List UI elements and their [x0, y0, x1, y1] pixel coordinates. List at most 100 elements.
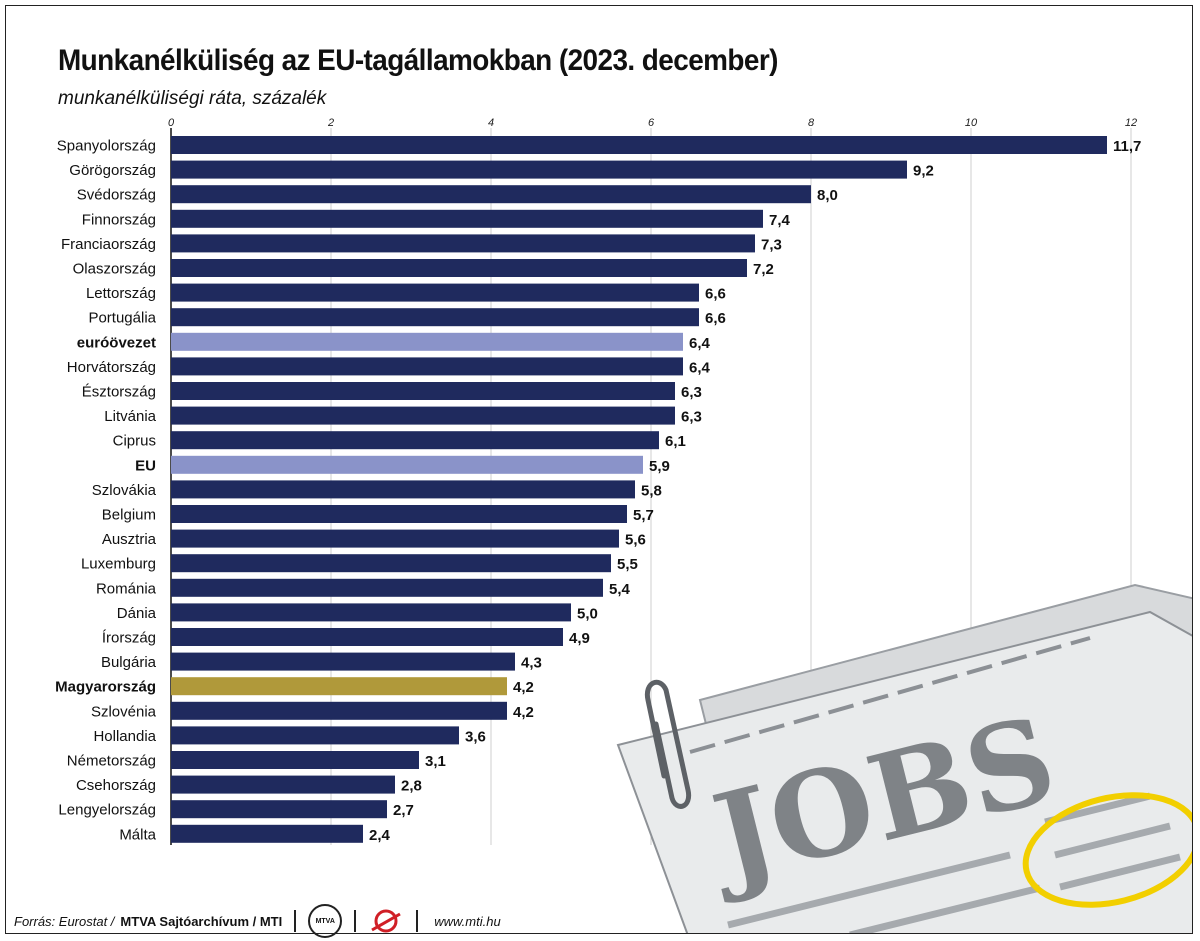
value-label: 9,2: [913, 163, 934, 180]
category-label: Spanyolország: [57, 138, 156, 155]
value-label: 6,1: [665, 433, 686, 450]
category-label: Olaszország: [73, 261, 156, 278]
newspaper-front-sheet: [616, 610, 1192, 933]
value-label: 4,2: [513, 704, 534, 721]
bar: [171, 259, 747, 277]
chart-title: Munkanélküliség az EU-tagállamokban (202…: [58, 44, 778, 77]
value-label: 4,9: [569, 630, 590, 647]
mtva-logo-text: MTVA: [315, 917, 335, 925]
bar: [171, 824, 363, 843]
x-tick-label: 6: [648, 117, 655, 129]
website-link[interactable]: www.mti.hu: [434, 913, 501, 929]
category-label: Görögország: [69, 162, 156, 179]
value-label: 6,3: [681, 384, 702, 401]
mtva-logo-icon: MTVA: [308, 904, 343, 938]
footer-separator: [294, 910, 297, 932]
value-label: 6,6: [705, 286, 726, 303]
bar: [171, 382, 675, 400]
footer-separator: [354, 910, 357, 932]
value-label: 7,2: [753, 261, 774, 278]
x-tick-label: 10: [965, 117, 978, 129]
value-label: 4,2: [513, 679, 534, 696]
category-label: Málta: [119, 826, 156, 843]
value-label: 3,6: [465, 728, 486, 745]
bar: [171, 406, 675, 425]
category-label: Portugália: [88, 310, 156, 327]
category-label: euróövezet: [77, 334, 156, 351]
value-label: 8,0: [817, 187, 838, 204]
x-tick-label: 4: [488, 117, 494, 129]
footer-separator: [416, 910, 419, 932]
bar: [171, 185, 811, 204]
category-label: Hollandia: [93, 728, 156, 745]
category-label: Finnország: [82, 211, 156, 228]
mti-logo-icon: [371, 909, 401, 933]
yellow-circle-mark: [1022, 792, 1192, 908]
bar: [171, 480, 635, 499]
bar: [171, 283, 699, 302]
x-tick-label: 0: [168, 117, 175, 129]
value-label: 5,9: [649, 458, 670, 475]
source-text: Forrás: Eurostat /: [14, 913, 115, 929]
value-label: 5,6: [625, 532, 646, 549]
category-label: Lengyelország: [58, 802, 156, 819]
footer: Forrás: Eurostat / MTVA Sajtóarchívum / …: [14, 904, 501, 938]
value-label: 2,7: [393, 802, 414, 819]
x-tick-label: 12: [1125, 117, 1137, 129]
category-label: Írország: [102, 630, 156, 647]
value-label: 7,3: [761, 236, 782, 253]
category-label: Magyarország: [55, 679, 156, 696]
bar: [171, 160, 907, 179]
newspaper-text-lines: [727, 792, 1181, 933]
value-label: 5,7: [633, 507, 654, 524]
bar: [171, 652, 515, 671]
bar: [171, 357, 683, 376]
bar: [171, 455, 643, 474]
category-label: Szlovénia: [91, 703, 157, 720]
value-label: 11,7: [1113, 138, 1141, 155]
category-label: Szlovákia: [92, 482, 157, 499]
category-label: Lettország: [86, 285, 156, 302]
category-label: Luxemburg: [81, 556, 156, 573]
value-label: 7,4: [769, 212, 791, 229]
organisation-text: MTVA Sajtóarchívum / MTI: [120, 913, 283, 929]
category-label: Németország: [67, 753, 156, 770]
bar: [171, 751, 419, 769]
value-label: 6,3: [681, 409, 702, 426]
category-label: Észtország: [82, 384, 156, 401]
value-label: 5,0: [577, 605, 598, 622]
bar: [171, 578, 603, 597]
value-label: 5,4: [609, 581, 631, 598]
bar: [171, 332, 683, 351]
bar: [171, 677, 507, 696]
chart-subtitle: munkanélküliségi ráta, százalék: [58, 88, 327, 109]
bar: [171, 136, 1107, 154]
category-label: Ciprus: [113, 433, 156, 450]
value-label: 6,4: [689, 359, 711, 376]
bar: [171, 775, 395, 794]
bar: [171, 209, 763, 228]
bar: [171, 529, 619, 548]
bar: [171, 800, 387, 819]
category-label: Dánia: [117, 605, 157, 622]
category-label: Ausztria: [102, 531, 157, 548]
bar: [171, 603, 571, 622]
value-label: 3,1: [425, 753, 446, 770]
bar: [171, 726, 459, 745]
value-label: 2,4: [369, 827, 391, 844]
value-label: 5,8: [641, 482, 662, 499]
value-label: 4,3: [521, 655, 542, 672]
bar: [171, 554, 611, 573]
value-label: 2,8: [401, 778, 422, 795]
value-label: 6,4: [689, 335, 711, 352]
category-label: Litvánia: [104, 408, 156, 425]
x-tick-label: 2: [327, 117, 334, 129]
bar: [171, 431, 659, 450]
category-label: Csehország: [76, 777, 156, 794]
category-label: Bulgária: [101, 654, 157, 671]
paper-clip-icon: [644, 679, 692, 809]
x-tick-label: 8: [808, 117, 815, 129]
value-label: 6,6: [705, 310, 726, 327]
